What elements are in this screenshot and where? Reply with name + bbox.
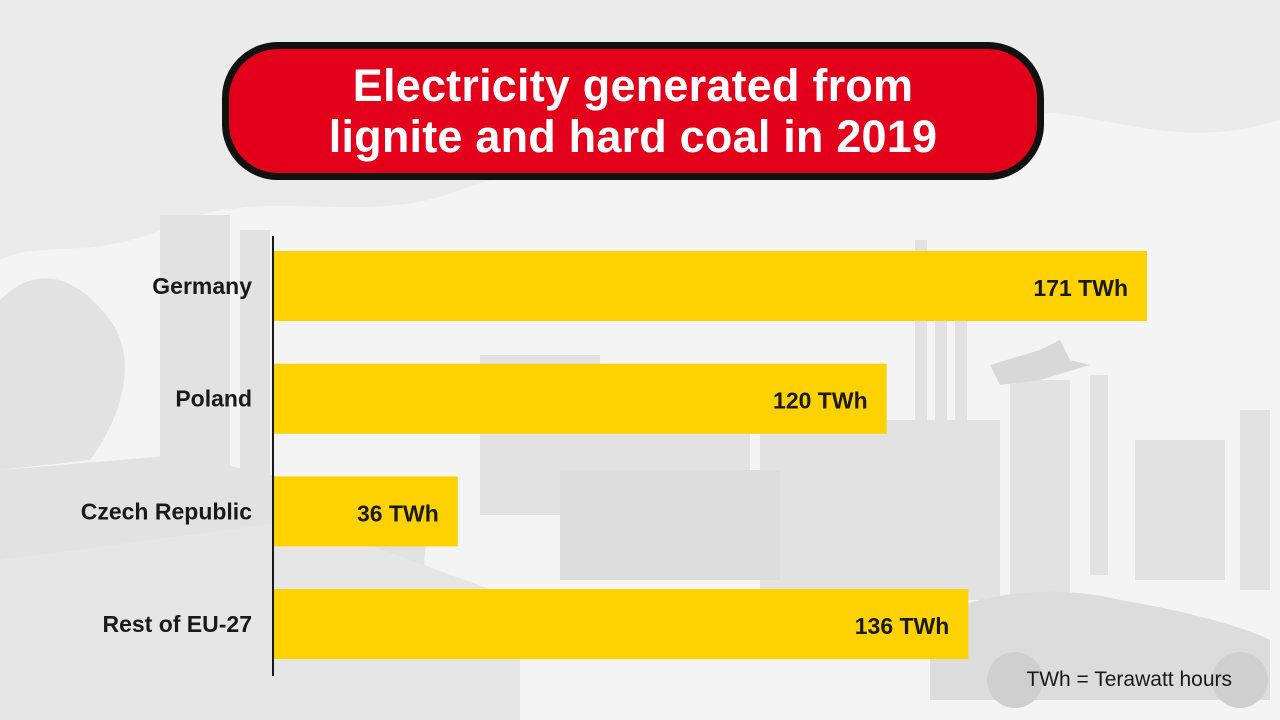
category-label: Rest of EU-27 — [102, 611, 252, 637]
category-label: Germany — [152, 273, 252, 299]
bar-czech-republic — [274, 476, 458, 547]
value-label: 136 TWh — [855, 613, 950, 639]
category-label: Czech Republic — [81, 498, 252, 524]
bar-germany — [274, 251, 1147, 321]
category-label: Poland — [175, 386, 252, 412]
value-label: 120 TWh — [773, 388, 868, 414]
bar-rest-of-eu-27 — [274, 589, 969, 660]
chart-title-line-1: Electricity generated from — [352, 60, 914, 111]
bar-poland — [274, 363, 887, 434]
chart-title: Electricity generated from lignite and h… — [222, 42, 1044, 180]
value-label: 36 TWh — [357, 500, 439, 526]
chart-title-line-2: lignite and hard coal in 2019 — [328, 111, 938, 162]
value-label: 171 TWh — [1033, 275, 1128, 301]
unit-footnote: TWh = Terawatt hours — [1026, 668, 1232, 691]
